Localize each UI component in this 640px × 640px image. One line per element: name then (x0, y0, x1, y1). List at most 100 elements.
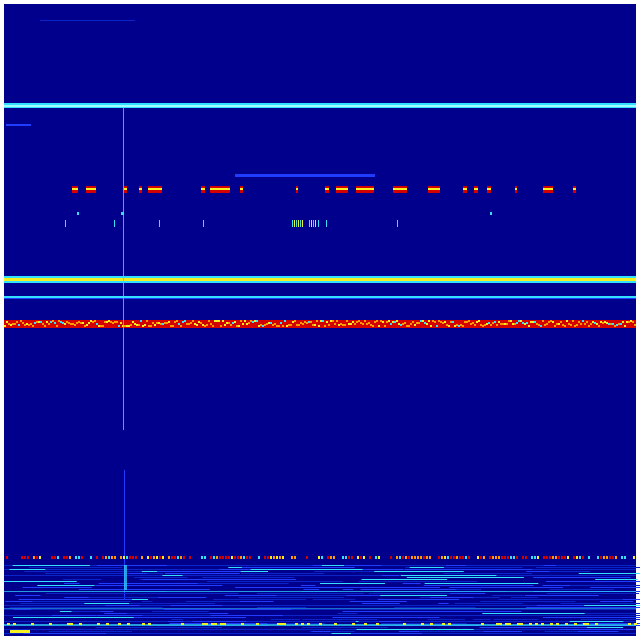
noise-pixel (536, 323, 538, 325)
noise-streak (482, 613, 585, 614)
noise-pixel (277, 623, 280, 625)
noise-pixel (290, 324, 292, 326)
noise-pixel (268, 322, 270, 324)
signal-burst (210, 188, 230, 190)
noise-streak (560, 613, 640, 614)
noise-pixel (170, 325, 172, 327)
dotted-signal (36, 556, 38, 559)
horizontal-band (4, 103, 636, 105)
noise-streak (193, 627, 222, 628)
noise-pixel (301, 623, 304, 625)
noise-pixel (166, 322, 168, 324)
noise-pixel (554, 325, 556, 327)
noise-pixel (24, 324, 26, 326)
noise-pixel (448, 325, 450, 327)
noise-pixel (234, 321, 236, 323)
noise-streak (32, 601, 131, 602)
noise-pixel (578, 321, 580, 323)
dotted-signal (507, 556, 509, 559)
noise-streak (50, 629, 179, 630)
noise-streak (259, 575, 382, 576)
noise-streak (342, 571, 464, 572)
dotted-signal (225, 556, 227, 559)
noise-pixel (34, 322, 36, 324)
noise-pixel (160, 323, 162, 325)
vertical-line (124, 470, 125, 600)
noise-pixel (602, 322, 604, 324)
dotted-signal (357, 556, 359, 559)
noise-streak (480, 601, 576, 602)
noise-streak (349, 601, 407, 602)
noise-streak (37, 599, 53, 600)
noise-pixel (97, 623, 100, 625)
noise-streak (402, 583, 421, 584)
noise-pixel (130, 324, 132, 326)
dotted-signal (321, 556, 323, 559)
noise-pixel (318, 325, 320, 327)
noise-pixel (70, 323, 72, 325)
noise-pixel (132, 321, 134, 323)
noise-streak (227, 577, 255, 578)
dotted-signal (333, 556, 335, 559)
dotted-signal (96, 556, 98, 559)
noise-streak (45, 573, 129, 574)
noise-streak (127, 597, 207, 598)
noise-pixel (48, 323, 50, 325)
noise-pixel (442, 322, 444, 324)
dotted-signal (417, 556, 419, 559)
dotted-signal (537, 556, 539, 559)
noise-streak (228, 567, 242, 568)
noise-pixel (98, 325, 100, 327)
noise-streak (445, 629, 560, 630)
dotted-signal (108, 556, 110, 559)
noise-pixel (421, 623, 424, 625)
noise-pixel (340, 323, 342, 325)
noise-streak (525, 595, 599, 596)
noise-streak (235, 587, 342, 588)
noise-streak (15, 595, 41, 596)
noise-pixel (346, 320, 348, 322)
dotted-signal (597, 556, 599, 559)
noise-pixel (212, 325, 214, 327)
noise-pixel (67, 623, 70, 625)
noise-streak (430, 597, 474, 598)
signal-burst (72, 188, 78, 190)
dotted-signal (120, 556, 122, 559)
dotted-signal (405, 556, 407, 559)
noise-streak (367, 605, 388, 606)
noise-pixel (404, 322, 406, 324)
dotted-signal (318, 556, 320, 559)
dotted-signal (177, 556, 179, 559)
noise-streak (97, 615, 143, 616)
dotted-signal (408, 556, 410, 559)
dotted-signal (258, 556, 260, 559)
noise-pixel (360, 322, 362, 324)
noise-streak (498, 599, 623, 600)
noise-streak (20, 603, 120, 604)
noise-pixel (84, 325, 86, 327)
noise-streak (104, 613, 140, 614)
noise-pixel (626, 321, 628, 323)
noise-streak (63, 579, 102, 580)
signal-mark (114, 220, 115, 227)
noise-streak (419, 631, 484, 632)
noise-pixel (432, 320, 434, 322)
dotted-signal (330, 556, 332, 559)
dotted-signal (555, 556, 557, 559)
noise-pixel (262, 325, 264, 327)
noise-pixel (70, 623, 73, 625)
noise-pixel (176, 320, 178, 322)
dotted-signal (390, 556, 392, 559)
horizontal-band (4, 281, 636, 283)
dotted-signal (399, 556, 401, 559)
noise-streak (134, 577, 188, 578)
noise-streak (490, 609, 523, 610)
dotted-signal (453, 556, 455, 559)
noise-pixel (238, 325, 240, 327)
noise-streak (100, 611, 114, 612)
noise-pixel (364, 623, 367, 625)
noise-streak (12, 565, 90, 566)
noise-pixel (436, 325, 438, 327)
dotted-signal (282, 556, 284, 559)
dotted-signal (492, 556, 494, 559)
